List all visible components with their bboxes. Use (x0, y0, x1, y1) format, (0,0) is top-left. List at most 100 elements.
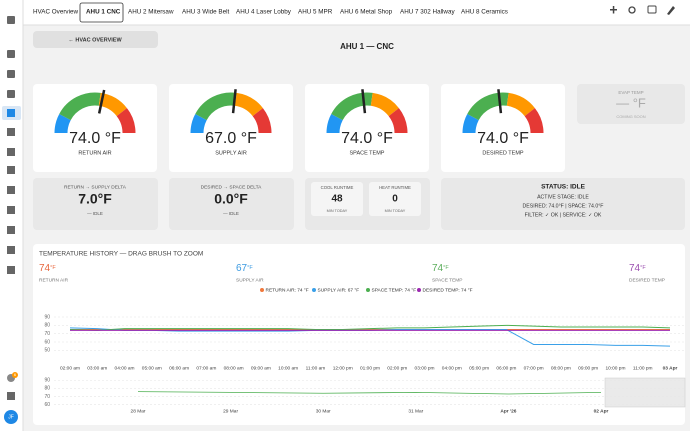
y-tick-label: 60 (44, 339, 50, 345)
avatar-initials: JF (8, 414, 14, 420)
evap-note: COMING SOON (616, 114, 645, 119)
gauge-needle (497, 89, 503, 114)
gauge-needle (361, 89, 367, 114)
tab[interactable]: AHU 8 Ceramics (461, 9, 508, 16)
gauge-segment (331, 92, 373, 121)
stat-label: SUPPLY AIR (236, 277, 264, 283)
y-tick-label: 70 (44, 394, 50, 400)
legend-entry: DESIRED TEMP: 74 °F (423, 287, 473, 293)
y-tick-label: 80 (44, 386, 50, 392)
evap-value: — °F (616, 95, 646, 110)
status-card (441, 178, 685, 230)
x-tick-label: 03 Apr (663, 365, 678, 371)
stat-number: 74 (39, 263, 51, 274)
delta-note: — IDLE (223, 211, 239, 216)
delta-value: 7.0°F (78, 191, 112, 207)
delta-note: — IDLE (87, 211, 103, 216)
tab[interactable]: AHU 2 Mitersaw (128, 9, 174, 16)
gauge-card (305, 84, 429, 172)
stat-unit: °F (443, 265, 449, 271)
gauge-needle (231, 89, 237, 114)
delta-label: RETURN → SUPPLY DELTA (64, 184, 127, 190)
x-tick-label: 06:00 pm (496, 365, 516, 371)
legend-dot (312, 288, 316, 292)
top-icons[interactable] (610, 5, 675, 15)
evap-label: EVAP TEMP (618, 90, 643, 95)
x-tick-label: 11:00 am (306, 365, 326, 371)
tab[interactable]: AHU 6 Metal Shop (340, 9, 393, 16)
back-button[interactable] (33, 31, 158, 48)
series-line (69, 324, 671, 331)
gauge-segment (195, 92, 237, 121)
stat-unit: °F (50, 265, 56, 271)
gauge-segment (467, 92, 509, 121)
x-tick-label: 01:00 pm (360, 365, 380, 371)
y-tick-label: 90 (44, 314, 50, 320)
gauge-segment (388, 108, 408, 134)
gauge-segment (252, 108, 272, 134)
stat-value: 74°F (629, 263, 646, 274)
gauge-segment (370, 92, 399, 117)
delta-card (169, 178, 294, 230)
stat-number: 67 (236, 263, 248, 274)
stat-number: 74 (432, 263, 444, 274)
gauge-segment (326, 113, 343, 134)
tab[interactable]: AHU 5 MPR (298, 9, 333, 16)
gauge-segment (59, 92, 101, 121)
legend-dot (366, 288, 370, 292)
top-bar (0, 0, 690, 25)
tab[interactable]: AHU 4 Laser Lobby (236, 9, 292, 16)
stat-unit: °F (247, 265, 253, 271)
gauge-segment (116, 108, 136, 134)
gauge-needle (97, 89, 106, 114)
y-tick-label: 90 (44, 378, 50, 384)
gauge-segment (506, 92, 535, 117)
gauge-value: 74.0 °F (69, 130, 121, 147)
stat-unit: °F (640, 265, 646, 271)
x-tick-label: 04:00 am (115, 365, 135, 371)
stat-label: RETURN AIR (39, 277, 69, 283)
runtime-label: COOL RUNTIME (321, 185, 354, 190)
delta-label: DESIRED → SPACE DELTA (201, 184, 263, 190)
history-card (33, 244, 685, 425)
x-tick-label: 02:00 pm (387, 365, 407, 371)
legend-dot (260, 288, 264, 292)
x-tick-label: 11:00 pm (633, 365, 653, 371)
status-line: ACTIVE STAGE: IDLE (537, 194, 589, 200)
x-tick-label: 05:00 pm (469, 365, 489, 371)
tab[interactable]: HVAC Overview (33, 9, 78, 16)
x-tick-label: 03:00 pm (415, 365, 435, 371)
evap-card (577, 84, 685, 124)
status-title: STATUS: IDLE (541, 184, 585, 191)
gauge-value: 67.0 °F (205, 130, 257, 147)
delta-card (33, 178, 158, 230)
x-tick-label: 02 Apr (594, 408, 609, 414)
tab[interactable]: AHU 3 Wide Belt (182, 9, 229, 16)
sidebar-icons[interactable] (2, 16, 21, 400)
stat-number: 74 (629, 263, 641, 274)
x-tick-label: 10:00 am (278, 365, 298, 371)
x-tick-label: Apr '26 (500, 408, 516, 414)
tab[interactable]: AHU 1 CNC (86, 9, 121, 16)
x-tick-label: 09:00 am (251, 365, 271, 371)
badge (12, 372, 18, 378)
stat-value: 74°F (39, 263, 56, 274)
tab[interactable]: AHU 7 302 Hallway (400, 9, 455, 16)
y-tick-label: 50 (44, 348, 50, 354)
history-title: TEMPERATURE HISTORY — DRAG BRUSH TO ZOOM (39, 251, 203, 258)
gauge-segment (524, 108, 544, 134)
runtime-tile (369, 182, 421, 216)
status-line: DESIRED: 74.0°F | SPACE: 74.0°F (523, 203, 604, 209)
x-tick-label: 09:00 pm (578, 365, 598, 371)
gauge-segment (462, 113, 479, 134)
x-tick-label: 08:00 pm (551, 365, 571, 371)
x-tick-label: 12:00 pm (333, 365, 353, 371)
runtime-value: 48 (331, 194, 343, 205)
legend-entry: RETURN AIR: 74 °F (266, 287, 309, 293)
brush-selection[interactable] (604, 377, 686, 408)
x-tick-label: 07:00 pm (524, 365, 544, 371)
avatar[interactable] (4, 410, 18, 424)
stat-value: 67°F (236, 263, 253, 274)
gauge-segment (54, 113, 71, 134)
